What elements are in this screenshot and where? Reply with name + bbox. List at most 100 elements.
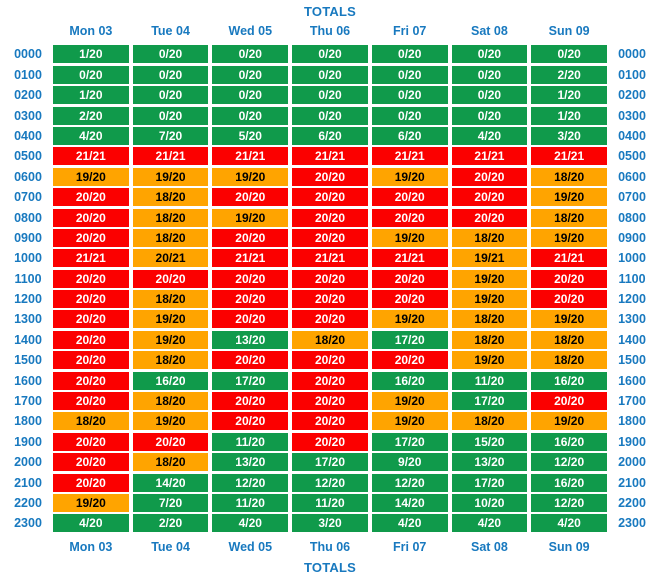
slot-cell-0400-5: 4/20 bbox=[451, 126, 528, 145]
slot-cell-0300-0: 2/20 bbox=[53, 106, 129, 125]
slot-cell-1000-3: 21/21 bbox=[292, 249, 368, 268]
hour-label-right-0600: 0600 bbox=[618, 169, 646, 184]
slot-cell-0800-4: 20/20 bbox=[371, 208, 448, 227]
slot-cell-1900-0: 20/20 bbox=[53, 432, 129, 451]
hour-label-left-1800: 1800 bbox=[14, 414, 42, 429]
slot-cell-1400-4: 17/20 bbox=[371, 330, 448, 349]
slot-cell-2300-4: 4/20 bbox=[371, 514, 448, 533]
slot-cell-1700-1: 18/20 bbox=[132, 392, 209, 411]
slot-cell-0200-5: 0/20 bbox=[451, 86, 528, 105]
slot-cell-0600-1: 19/20 bbox=[132, 167, 209, 186]
slot-cell-2100-0: 20/20 bbox=[53, 473, 129, 492]
hour-label-right-1400: 1400 bbox=[618, 332, 646, 347]
hour-label-right-0700: 0700 bbox=[618, 190, 646, 205]
day-header-5: Sat 08 bbox=[471, 24, 508, 38]
slot-cell-0800-0: 20/20 bbox=[53, 208, 129, 227]
slot-cell-1000-1: 20/21 bbox=[132, 249, 209, 268]
slot-cell-1300-5: 18/20 bbox=[451, 310, 528, 329]
slot-cell-1200-6: 20/20 bbox=[531, 290, 607, 309]
slot-cell-0600-4: 19/20 bbox=[371, 167, 448, 186]
report-title-bottom: TOTALS bbox=[304, 559, 356, 575]
slot-cell-1300-4: 19/20 bbox=[371, 310, 448, 329]
corner-spacer bbox=[611, 535, 653, 555]
slot-cell-0000-6: 0/20 bbox=[531, 45, 607, 64]
hour-label-right-1700: 1700 bbox=[618, 394, 646, 409]
hour-label-left-1400: 1400 bbox=[14, 332, 42, 347]
slot-cell-1900-2: 11/20 bbox=[212, 432, 289, 451]
slot-cell-0900-0: 20/20 bbox=[53, 228, 129, 247]
slot-cell-2200-0: 19/20 bbox=[53, 493, 129, 512]
slot-cell-1700-5: 17/20 bbox=[451, 392, 528, 411]
slot-cell-0500-1: 21/21 bbox=[132, 147, 209, 166]
slot-cell-0200-1: 0/20 bbox=[132, 86, 209, 105]
hour-label-right-0100: 0100 bbox=[618, 67, 646, 82]
slot-cell-0800-3: 20/20 bbox=[292, 208, 368, 227]
slot-cell-0700-0: 20/20 bbox=[53, 188, 129, 207]
slot-cell-0800-2: 19/20 bbox=[212, 208, 289, 227]
hour-label-left-0400: 0400 bbox=[14, 128, 42, 143]
slot-cell-2100-3: 12/20 bbox=[292, 473, 368, 492]
hour-label-left-0800: 0800 bbox=[14, 210, 42, 225]
slot-cell-2100-5: 17/20 bbox=[451, 473, 528, 492]
footer-day-header-2: Wed 05 bbox=[228, 539, 273, 554]
slot-cell-2100-6: 16/20 bbox=[531, 473, 607, 492]
slot-cell-0700-3: 20/20 bbox=[292, 188, 368, 207]
day-header-2: Wed 05 bbox=[228, 24, 273, 38]
hour-label-left-0500: 0500 bbox=[14, 149, 42, 164]
slot-cell-1800-6: 19/20 bbox=[531, 412, 607, 431]
hour-label-left-0700: 0700 bbox=[14, 190, 42, 205]
slot-cell-0900-5: 18/20 bbox=[451, 228, 528, 247]
hour-label-left-0300: 0300 bbox=[14, 108, 42, 123]
slot-cell-0100-4: 0/20 bbox=[371, 65, 448, 84]
slot-cell-0600-0: 19/20 bbox=[53, 167, 129, 186]
slot-cell-1500-0: 20/20 bbox=[53, 351, 129, 370]
slot-cell-0400-4: 6/20 bbox=[371, 126, 448, 145]
slot-cell-0100-3: 0/20 bbox=[292, 65, 368, 84]
hour-label-left-1200: 1200 bbox=[14, 292, 42, 307]
slot-cell-2000-2: 13/20 bbox=[212, 453, 289, 472]
hour-label-left-1700: 1700 bbox=[14, 394, 42, 409]
slot-cell-1800-3: 20/20 bbox=[292, 412, 368, 431]
slot-cell-1500-2: 20/20 bbox=[212, 351, 289, 370]
slot-cell-0400-3: 6/20 bbox=[292, 126, 368, 145]
slot-cell-2200-6: 12/20 bbox=[531, 493, 607, 512]
slot-cell-1800-0: 18/20 bbox=[53, 412, 129, 431]
slot-cell-2100-1: 14/20 bbox=[132, 473, 209, 492]
corner-spacer bbox=[7, 21, 49, 41]
slot-cell-0100-0: 0/20 bbox=[53, 65, 129, 84]
hour-label-right-1900: 1900 bbox=[618, 434, 646, 449]
slot-cell-1700-2: 20/20 bbox=[212, 392, 289, 411]
slot-cell-1300-1: 19/20 bbox=[132, 310, 209, 329]
day-header-1: Tue 04 bbox=[151, 24, 190, 38]
slot-cell-2000-0: 20/20 bbox=[53, 453, 129, 472]
slot-cell-1400-0: 20/20 bbox=[53, 330, 129, 349]
corner-spacer bbox=[611, 21, 653, 41]
hour-label-left-1000: 1000 bbox=[14, 251, 42, 266]
slot-cell-1000-6: 21/21 bbox=[531, 249, 607, 268]
slot-cell-0900-3: 20/20 bbox=[292, 228, 368, 247]
slot-cell-0200-6: 1/20 bbox=[531, 86, 607, 105]
slot-cell-0900-6: 19/20 bbox=[531, 228, 607, 247]
slot-cell-0600-6: 18/20 bbox=[531, 167, 607, 186]
slot-cell-0500-2: 21/21 bbox=[212, 147, 289, 166]
slot-cell-1400-1: 19/20 bbox=[132, 330, 209, 349]
slot-cell-1000-2: 21/21 bbox=[212, 249, 289, 268]
hour-label-right-1600: 1600 bbox=[618, 373, 646, 388]
slot-cell-0700-2: 20/20 bbox=[212, 188, 289, 207]
slot-cell-0600-5: 20/20 bbox=[451, 167, 528, 186]
slot-cell-1100-4: 20/20 bbox=[371, 269, 448, 288]
slot-cell-0400-1: 7/20 bbox=[132, 126, 209, 145]
report-title-top: TOTALS bbox=[304, 4, 356, 19]
slot-cell-0400-0: 4/20 bbox=[53, 126, 129, 145]
hour-label-right-1000: 1000 bbox=[618, 251, 646, 266]
hour-label-right-1100: 1100 bbox=[618, 271, 646, 286]
hour-label-left-0100: 0100 bbox=[14, 67, 42, 82]
slot-cell-2000-4: 9/20 bbox=[371, 453, 448, 472]
slot-cell-0600-3: 20/20 bbox=[292, 167, 368, 186]
slot-cell-1100-3: 20/20 bbox=[292, 269, 368, 288]
slot-cell-0700-5: 20/20 bbox=[451, 188, 528, 207]
slot-cell-1400-5: 18/20 bbox=[451, 330, 528, 349]
corner-spacer bbox=[7, 535, 49, 555]
slot-cell-0500-4: 21/21 bbox=[371, 147, 448, 166]
slot-cell-1400-3: 18/20 bbox=[292, 330, 368, 349]
